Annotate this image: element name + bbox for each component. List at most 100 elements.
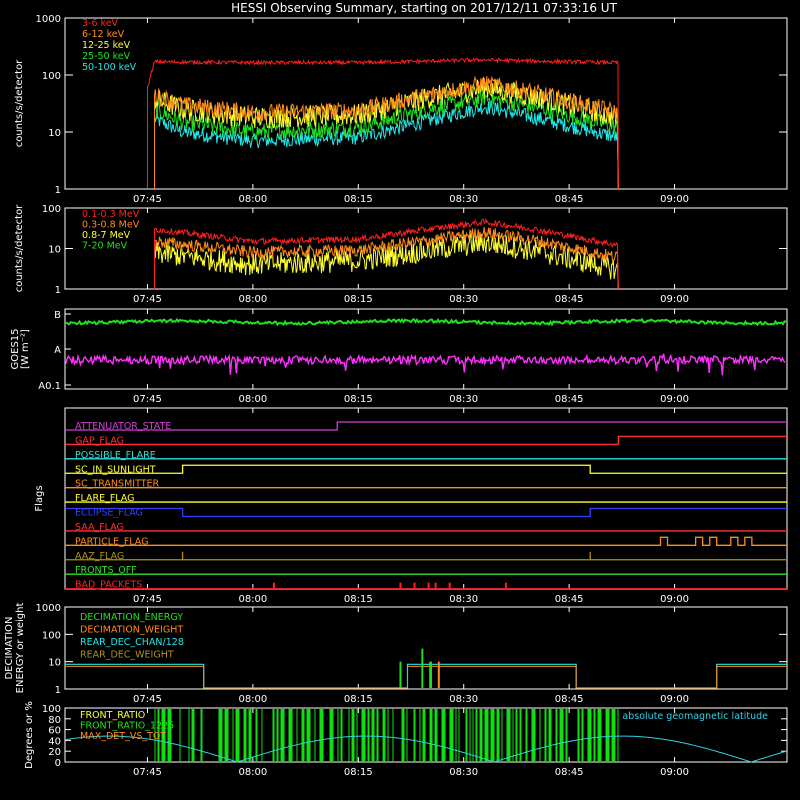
x-tick-label-goes: 09:00 bbox=[660, 394, 689, 405]
ratio-bar bbox=[288, 709, 293, 762]
flag-label-5: FLARE_FLAG bbox=[75, 493, 135, 504]
series-line-dec-2 bbox=[65, 663, 787, 689]
x-tick-label-decimation: 08:30 bbox=[449, 694, 478, 705]
ratio-bar bbox=[544, 709, 547, 762]
x-tick-label-flags: 08:00 bbox=[238, 594, 267, 605]
x-tick-label-flags: 08:15 bbox=[344, 594, 373, 605]
ratio-bar bbox=[422, 709, 426, 762]
x-tick-label-gamma: 07:45 bbox=[133, 294, 162, 305]
ratio-bar bbox=[200, 709, 203, 762]
ratio-bar bbox=[587, 709, 592, 762]
panel-frame-xray bbox=[64, 17, 788, 190]
series-line-xray-1 bbox=[154, 75, 619, 190]
y-tick-label-xray: 1 bbox=[55, 185, 61, 196]
flag-label-7: SAA_FLAG bbox=[75, 522, 124, 533]
x-tick-label-decimation: 08:00 bbox=[238, 694, 267, 705]
ratio-bar bbox=[458, 709, 460, 762]
ratio-bar bbox=[340, 709, 343, 762]
ratio-bar bbox=[559, 709, 564, 762]
ratio-bar bbox=[382, 709, 386, 762]
ratio-bar bbox=[356, 709, 358, 762]
ratio-bar bbox=[597, 709, 602, 762]
ratio-bar bbox=[371, 709, 375, 762]
ratio-bar bbox=[525, 709, 528, 762]
series-line-goes-0 bbox=[65, 317, 787, 327]
y-label-ratio: Degrees or % bbox=[24, 701, 35, 769]
legend-xray-1: 6-12 keV bbox=[82, 29, 125, 40]
ratio-bar bbox=[469, 709, 471, 762]
flag-label-8: PARTICLE_FLAG bbox=[75, 536, 148, 547]
ratio-bar bbox=[449, 709, 454, 762]
ratio-bar bbox=[581, 709, 584, 762]
legend-dec-1: DECIMATION_WEIGHT bbox=[80, 625, 183, 636]
series-line-gamma-0 bbox=[154, 217, 619, 290]
ratio-bar bbox=[261, 709, 263, 762]
flag-label-10: FRONTS_OFF bbox=[75, 565, 137, 576]
y-tick-label-xray: 100 bbox=[42, 71, 61, 82]
ratio-bar bbox=[161, 709, 166, 762]
y-tick-label-decimation: 10 bbox=[48, 658, 61, 669]
ratio-bar bbox=[306, 709, 311, 762]
ratio-bar bbox=[577, 709, 580, 762]
x-tick-label-flags: 08:30 bbox=[449, 594, 478, 605]
ratio-bar bbox=[434, 709, 438, 762]
x-tick-label-ratio: 08:30 bbox=[449, 767, 478, 778]
legend-xray-0: 3-6 keV bbox=[82, 18, 119, 29]
ratio-bar bbox=[351, 709, 355, 762]
ratio-bar bbox=[519, 709, 522, 762]
y-tick-label-ratio: 0 bbox=[55, 758, 61, 769]
flag-label-6: ECLIPSE_FLAG bbox=[75, 508, 143, 519]
y-tick-label-goes: A0.1 bbox=[38, 381, 61, 392]
x-tick-label-decimation: 08:45 bbox=[555, 694, 584, 705]
ratio-bar bbox=[490, 709, 495, 762]
ratio-bar bbox=[392, 709, 394, 762]
flag-label-3: SC_IN_SUNLIGHT bbox=[75, 464, 156, 475]
ratio-bar bbox=[319, 709, 324, 762]
y-label-decimation: ENERGY or weight bbox=[15, 603, 26, 694]
ratio-bar bbox=[515, 709, 518, 762]
ratio-bar bbox=[376, 709, 379, 762]
y-tick-label-xray: 10 bbox=[48, 128, 61, 139]
x-tick-label-flags: 08:45 bbox=[555, 594, 584, 605]
series-line-dec-1 bbox=[65, 665, 787, 689]
flag-label-0: ATTENUATOR_STATE bbox=[75, 421, 171, 432]
series-line-xray-2 bbox=[154, 77, 619, 190]
x-tick-label-gamma: 08:45 bbox=[555, 294, 584, 305]
flag-line-6 bbox=[65, 507, 787, 518]
x-tick-label-xray: 07:45 bbox=[133, 194, 162, 205]
y-tick-label-gamma: 1 bbox=[55, 285, 61, 296]
x-tick-label-gamma: 08:00 bbox=[238, 294, 267, 305]
x-tick-label-goes: 08:45 bbox=[555, 394, 584, 405]
ratio-bar bbox=[496, 709, 500, 762]
y-tick-label-ratio: 20 bbox=[48, 747, 61, 758]
ratio-bar bbox=[157, 709, 160, 762]
flag-label-4: SC_TRANSMITTER bbox=[75, 479, 160, 490]
y-label-decimation: DECIMATION bbox=[4, 616, 15, 679]
ratio-bar bbox=[367, 709, 370, 762]
series-line-xray-4 bbox=[154, 99, 619, 190]
x-tick-label-decimation: 07:45 bbox=[133, 694, 162, 705]
series-line-gamma-1 bbox=[154, 227, 619, 290]
ratio-bar bbox=[555, 709, 558, 762]
ratio-bar bbox=[455, 709, 457, 762]
x-tick-label-flags: 09:00 bbox=[660, 594, 689, 605]
y-tick-label-decimation: 1 bbox=[55, 685, 61, 696]
ratio-bar bbox=[167, 709, 172, 762]
ratio-bar bbox=[401, 709, 405, 762]
x-tick-label-goes: 08:30 bbox=[449, 394, 478, 405]
x-tick-label-gamma: 08:30 bbox=[449, 294, 478, 305]
y-tick-label-decimation: 100 bbox=[42, 630, 61, 641]
ratio-bar bbox=[611, 709, 616, 762]
legend-ratio-1: FRONT_RATIO_1225 bbox=[80, 721, 174, 732]
flag-label-1: GAP_FLAG bbox=[75, 435, 124, 446]
series-line-goes-1 bbox=[65, 353, 786, 376]
x-tick-label-flags: 07:45 bbox=[133, 594, 162, 605]
y-tick-label-xray: 1000 bbox=[36, 14, 61, 25]
x-tick-label-gamma: 09:00 bbox=[660, 294, 689, 305]
flag-label-2: POSSIBLE_FLARE bbox=[75, 450, 156, 461]
y-tick-label-ratio: 80 bbox=[48, 715, 61, 726]
ratio-bar bbox=[255, 709, 258, 762]
legend-xray-4: 50-100 keV bbox=[82, 62, 137, 73]
flag-line-1 bbox=[65, 435, 787, 446]
